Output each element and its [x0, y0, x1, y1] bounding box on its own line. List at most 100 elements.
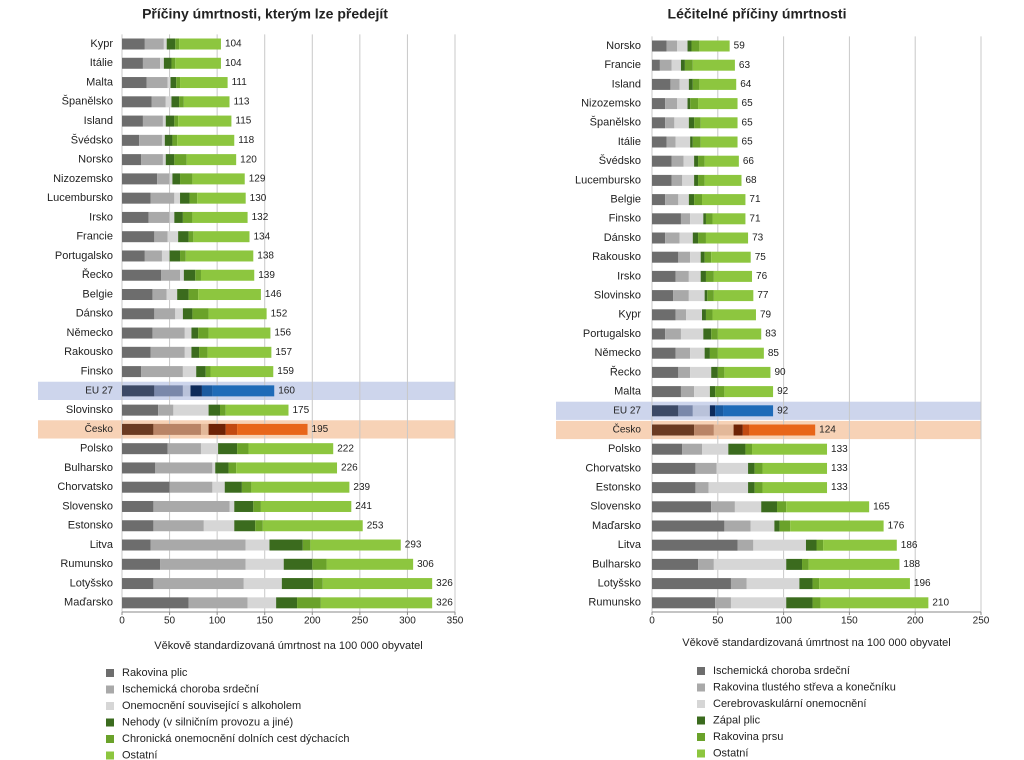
- total-label: 133: [831, 463, 848, 474]
- bar-segment: [677, 40, 688, 52]
- bar-segment: [673, 290, 689, 302]
- bar-segment: [680, 59, 685, 71]
- total-label: 113: [234, 96, 250, 107]
- bar-segment: [269, 539, 303, 551]
- bar-segment: [692, 405, 710, 417]
- bar-segment: [665, 98, 678, 110]
- bar-segment: [688, 290, 705, 302]
- category-label: Řecko: [610, 365, 641, 378]
- total-label: 188: [903, 559, 920, 570]
- bar-segment: [652, 558, 699, 570]
- bar-segment: [166, 38, 176, 50]
- bar-segment: [154, 385, 183, 397]
- bar-segment: [155, 462, 213, 474]
- bar-segment: [175, 38, 180, 50]
- bar-segment: [709, 386, 716, 398]
- bar-segment: [705, 213, 713, 225]
- category-label: Finsko: [81, 365, 113, 377]
- legend-label: Onemocnění související s alkoholem: [122, 700, 301, 712]
- bar-segment: [753, 539, 806, 551]
- total-label: 222: [337, 443, 354, 454]
- bar-segment: [682, 443, 703, 455]
- bar-segment: [652, 578, 731, 590]
- bar-segment: [711, 251, 751, 263]
- bar-segment: [779, 520, 791, 532]
- bar-segment: [799, 578, 813, 590]
- bar-segment: [700, 270, 706, 282]
- bar-segment: [652, 520, 725, 532]
- bar-segment: [160, 57, 164, 69]
- bar-segment: [245, 539, 270, 551]
- bar-segment: [711, 366, 718, 378]
- bar-segment: [245, 558, 284, 570]
- total-label: 85: [768, 348, 780, 359]
- bar-segment: [709, 405, 716, 417]
- bar-segment: [182, 211, 193, 223]
- legend-label: Rakovina tlustého střeva a konečníku: [713, 681, 896, 693]
- bar-segment: [154, 231, 168, 243]
- bar-segment: [690, 98, 699, 110]
- bar-segment: [122, 520, 154, 532]
- bar-segment: [678, 405, 693, 417]
- bar-segment: [164, 134, 173, 146]
- bar-segment: [680, 328, 704, 340]
- category-label: Rakousko: [592, 251, 641, 263]
- bar-segment: [205, 366, 211, 378]
- bar-segment: [802, 558, 809, 570]
- bar-segment: [699, 40, 730, 52]
- total-label: 176: [888, 521, 905, 532]
- x-tick-label: 200: [907, 616, 924, 627]
- total-label: 124: [819, 425, 836, 436]
- chart-title: Léčitelné příčiny úmrtnosti: [668, 6, 847, 22]
- bar-segment: [652, 213, 681, 225]
- total-label: 241: [355, 501, 372, 512]
- bar-segment: [180, 192, 190, 204]
- bar-segment: [241, 481, 252, 493]
- bar-segment: [179, 96, 184, 108]
- bar-segment: [695, 482, 709, 494]
- bar-segment: [812, 597, 821, 609]
- bar-segment: [122, 154, 142, 166]
- bar-segment: [144, 250, 162, 262]
- category-label: Slovensko: [62, 500, 113, 512]
- bar-segment: [704, 155, 739, 167]
- bar-segment: [208, 423, 226, 435]
- bar-segment: [310, 539, 401, 551]
- bar-segment: [694, 117, 701, 129]
- bar-segment: [189, 192, 198, 204]
- total-label: 195: [312, 424, 329, 435]
- bar-segment: [302, 539, 311, 551]
- bar-segment: [199, 346, 208, 358]
- x-axis-label: Věkově standardizovaná úmrtnost na 100 0…: [682, 637, 950, 649]
- bar-segment: [666, 136, 676, 148]
- bar-segment: [742, 424, 750, 436]
- bar-segment: [247, 597, 277, 609]
- bar-segment: [652, 251, 679, 263]
- x-tick-label: 0: [119, 616, 125, 627]
- category-label: EU 27: [613, 405, 641, 416]
- total-label: 326: [436, 578, 453, 589]
- bar-segment: [749, 424, 816, 436]
- bar-segment: [687, 40, 692, 52]
- category-label: Finsko: [609, 213, 641, 225]
- bar-segment: [162, 115, 166, 127]
- bar-segment: [161, 250, 170, 262]
- bar-segment: [687, 98, 691, 110]
- legend-label: Ischemická choroba srdeční: [713, 665, 850, 677]
- bar-segment: [122, 308, 155, 320]
- bar-segment: [762, 462, 828, 474]
- category-label: Chorvatsko: [57, 481, 113, 493]
- legend-swatch: [697, 749, 705, 758]
- total-label: 253: [367, 520, 384, 531]
- bar-segment: [162, 154, 166, 166]
- bar-segment: [224, 481, 242, 493]
- bar-segment: [122, 173, 158, 185]
- category-label: Maďarsko: [592, 520, 641, 532]
- bar-segment: [198, 289, 261, 301]
- bar-segment: [150, 192, 175, 204]
- category-label: Maďarsko: [64, 597, 113, 609]
- bar-segment: [122, 597, 189, 609]
- bar-segment: [122, 366, 142, 378]
- bar-segment: [153, 500, 230, 512]
- x-tick-label: 250: [973, 616, 990, 627]
